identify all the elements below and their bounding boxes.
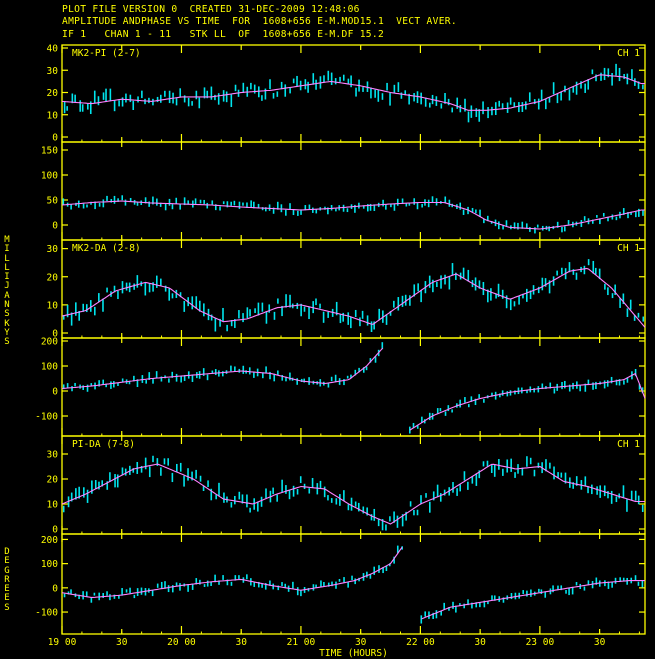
y-tick-label: -100 <box>35 608 58 619</box>
y-tick-label: 30 <box>47 450 59 461</box>
y-tick-label: 0 <box>52 221 58 232</box>
x-tick-label: 30 <box>355 637 367 648</box>
channel-label: CH 1 <box>617 48 640 59</box>
model-curve <box>61 200 645 230</box>
y-tick-label: 10 <box>47 110 59 121</box>
y-tick-label: 50 <box>47 196 59 207</box>
model-curve <box>61 546 403 598</box>
y-tick-label: 0 <box>52 133 58 144</box>
y-tick-label: 20 <box>47 475 59 486</box>
x-tick-label: 23 00 <box>526 637 555 648</box>
y-tick-label: -100 <box>35 412 58 423</box>
y-tick-label: 100 <box>41 171 58 182</box>
model-curve <box>409 372 646 431</box>
model-curve <box>61 267 646 328</box>
y-tick-label: 30 <box>47 244 59 255</box>
y-tick-label: 0 <box>52 525 58 536</box>
baseline-label: PI-DA (7-8) <box>72 439 135 450</box>
y-tick-label: 40 <box>47 44 59 55</box>
plot-header: PLOT FILE VERSION 0 CREATED 31-DEC-2009 … <box>62 4 457 41</box>
channel-label: CH 1 <box>617 439 640 450</box>
y-tick-label: 20 <box>47 88 59 99</box>
model-curve <box>61 74 645 111</box>
x-tick-label: 22 00 <box>406 637 435 648</box>
x-tick-label: 30 <box>474 637 486 648</box>
y-tick-label: 200 <box>41 337 58 348</box>
x-tick-label: 30 <box>594 637 606 648</box>
x-tick-label: 19 00 <box>48 637 77 648</box>
y-tick-label: 0 <box>52 387 58 398</box>
y-tick-label: 150 <box>41 146 58 157</box>
header-line-3: IF 1 CHAN 1 - 11 STK LL OF 1608+656 E-M.… <box>62 28 385 40</box>
header-line-1: PLOT FILE VERSION 0 CREATED 31-DEC-2009 … <box>62 4 360 15</box>
y-tick-label: 20 <box>47 272 59 283</box>
x-tick-label: 20 00 <box>167 637 196 648</box>
baseline-label: MK2-PI (2-7) <box>72 48 141 59</box>
panel-frame <box>61 435 646 535</box>
y-tick-label: 100 <box>41 362 58 373</box>
x-tick-label: 21 00 <box>287 637 316 648</box>
panel-frame <box>61 533 646 635</box>
y-tick-label: 200 <box>41 535 58 546</box>
y-tick-label: 0 <box>52 583 58 594</box>
model-curve <box>61 347 384 390</box>
header-line-2: AMPLITUDE ANDPHASE VS TIME FOR 1608+656 … <box>62 16 457 28</box>
model-curve <box>421 580 645 620</box>
baseline-label: MK2-DA (2-8) <box>72 243 141 254</box>
x-tick-label: 30 <box>116 637 128 648</box>
x-axis-label: TIME (HOURS) <box>319 648 388 659</box>
y-tick-label: 0 <box>52 329 58 340</box>
phase-axis-label: D E G R E E S <box>4 547 10 613</box>
y-tick-label: 30 <box>47 66 59 77</box>
model-curve <box>61 463 645 525</box>
y-tick-label: 10 <box>47 500 59 511</box>
amplitude-axis-label: M I L L I J A N S K Y S <box>4 235 10 348</box>
y-tick-label: 100 <box>41 559 58 570</box>
y-tick-label: 10 <box>47 300 59 311</box>
channel-label: CH 1 <box>617 243 640 254</box>
x-tick-label: 30 <box>235 637 247 648</box>
